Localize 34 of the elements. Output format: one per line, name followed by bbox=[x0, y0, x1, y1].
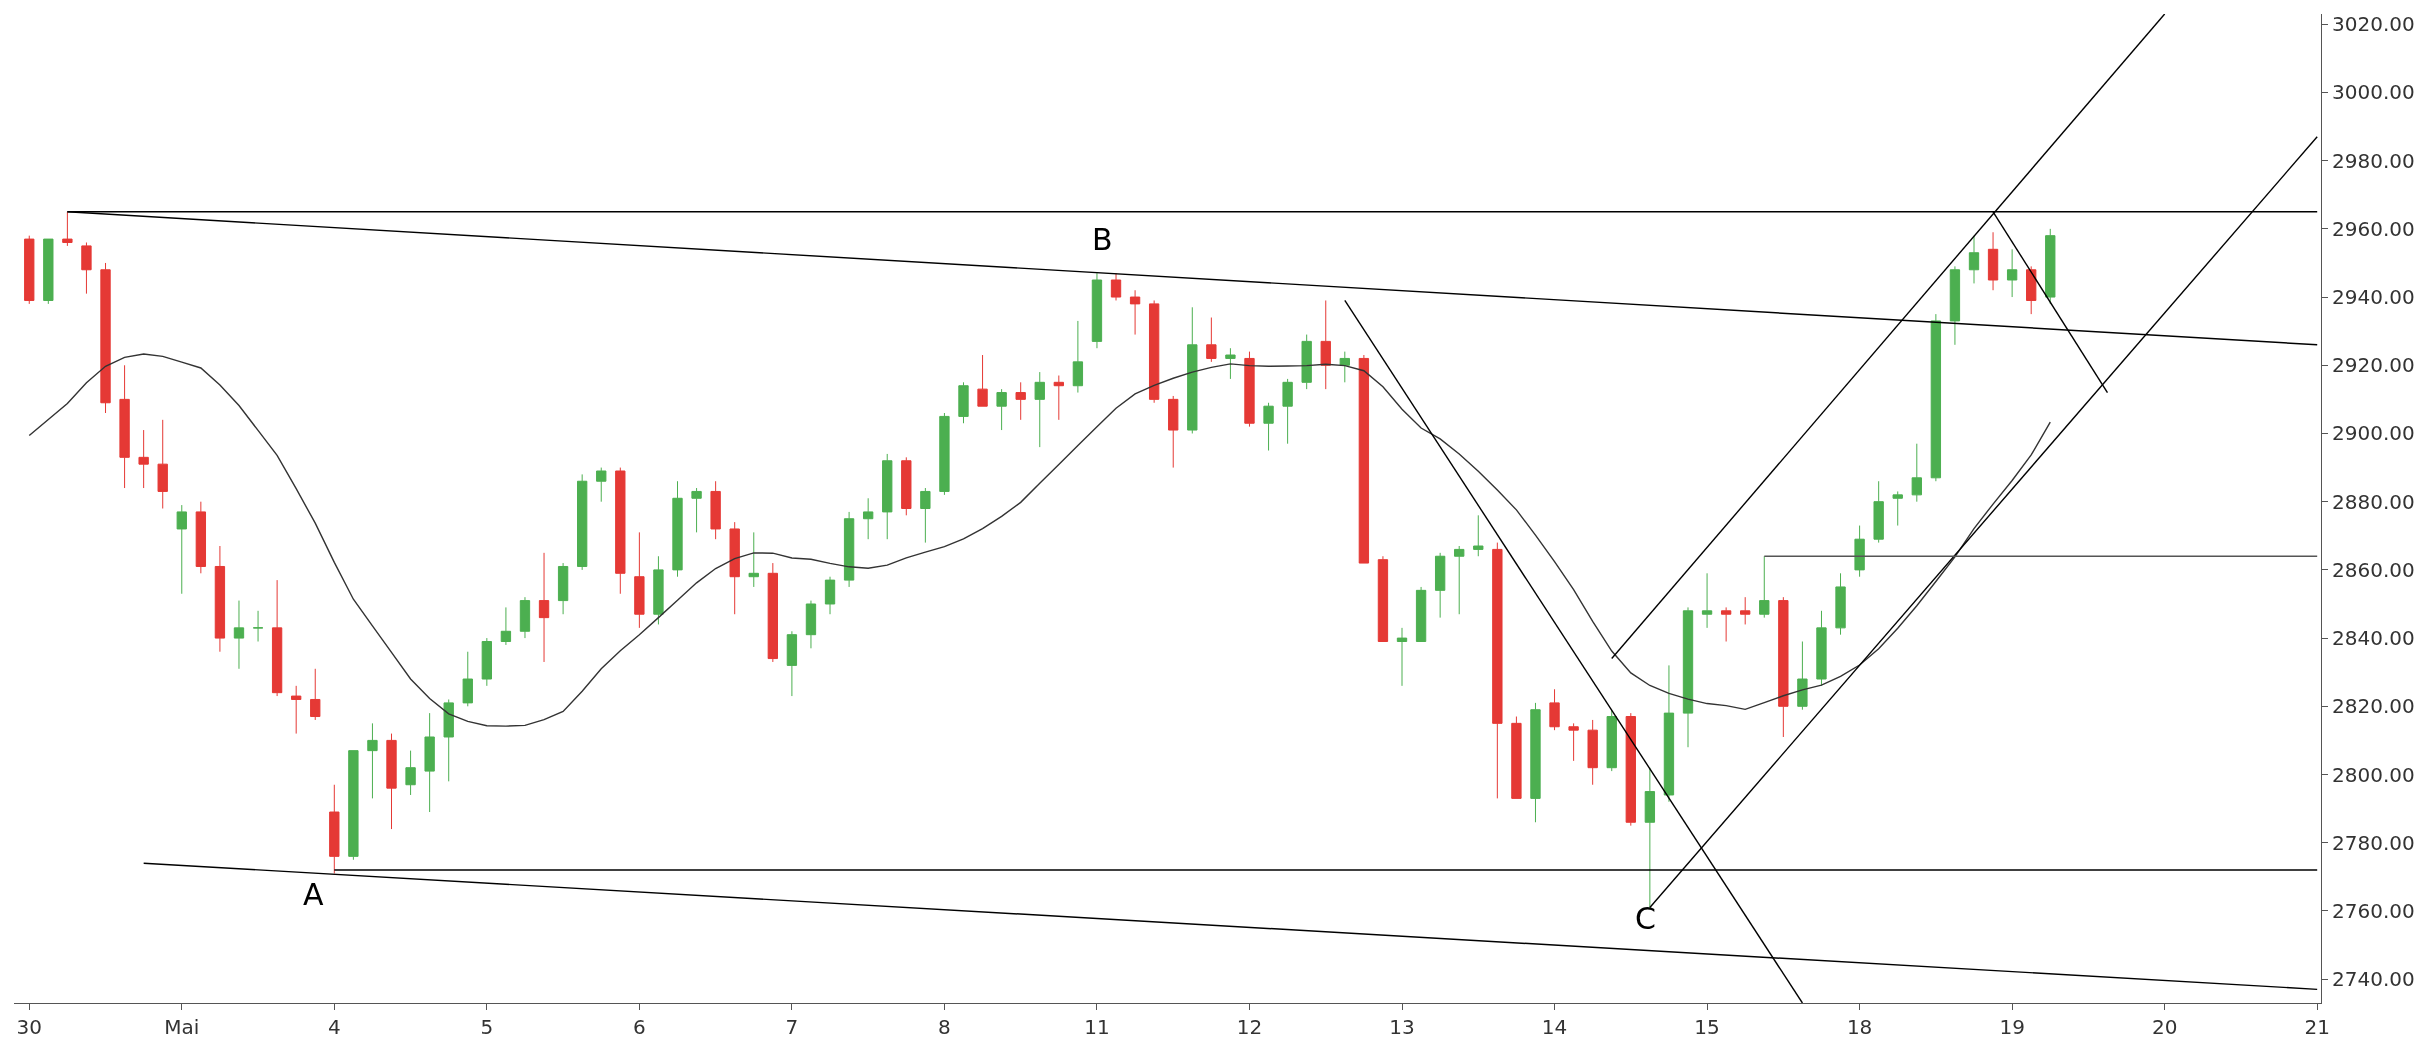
y-tick-label: 2880.00 bbox=[2332, 489, 2415, 514]
annotation: B bbox=[1092, 222, 1113, 257]
y-tick-label: 2760.00 bbox=[2332, 898, 2415, 923]
x-tick-label: 18 bbox=[1846, 1015, 1873, 1039]
x-tick-label: 4 bbox=[327, 1015, 341, 1039]
x-tick-label: 12 bbox=[1236, 1015, 1263, 1039]
y-tick-label: 2840.00 bbox=[2332, 626, 2415, 651]
y-tick-label: 2820.00 bbox=[2332, 694, 2415, 719]
y-tick-label: 2980.00 bbox=[2332, 148, 2415, 173]
x-tick-label: 15 bbox=[1694, 1015, 1720, 1039]
y-tick-label: 2960.00 bbox=[2332, 216, 2415, 241]
y-tick-label: 2780.00 bbox=[2332, 830, 2415, 855]
x-tick-label: 11 bbox=[1084, 1015, 1110, 1039]
y-tick-label: 2800.00 bbox=[2332, 762, 2415, 787]
x-tick-label: 7 bbox=[785, 1015, 799, 1039]
x-tick-label: 20 bbox=[2151, 1015, 2178, 1039]
x-tick-label: 8 bbox=[938, 1015, 951, 1039]
annotation: C bbox=[1635, 901, 1656, 936]
y-tick-label: 2740.00 bbox=[2332, 967, 2415, 992]
x-tick-label: 21 bbox=[2304, 1015, 2330, 1039]
x-tick-label: 30 bbox=[16, 1015, 42, 1039]
x-tick-label: 5 bbox=[480, 1015, 494, 1039]
x-tick-label: 19 bbox=[1999, 1015, 2025, 1039]
y-tick-label: 2900.00 bbox=[2332, 421, 2415, 446]
y-tick-label: 2940.00 bbox=[2332, 285, 2415, 310]
x-tick-label: Mai bbox=[164, 1015, 200, 1039]
x-tick-label: 6 bbox=[633, 1015, 646, 1039]
annotation: A bbox=[303, 877, 324, 912]
y-tick-label: 3020.00 bbox=[2332, 12, 2415, 37]
x-tick-label: 13 bbox=[1389, 1015, 1415, 1039]
y-tick-label: 2920.00 bbox=[2332, 353, 2415, 378]
x-tick-label: 14 bbox=[1541, 1015, 1568, 1039]
y-tick-label: 2860.00 bbox=[2332, 557, 2415, 582]
y-tick-label: 3000.00 bbox=[2332, 80, 2415, 105]
